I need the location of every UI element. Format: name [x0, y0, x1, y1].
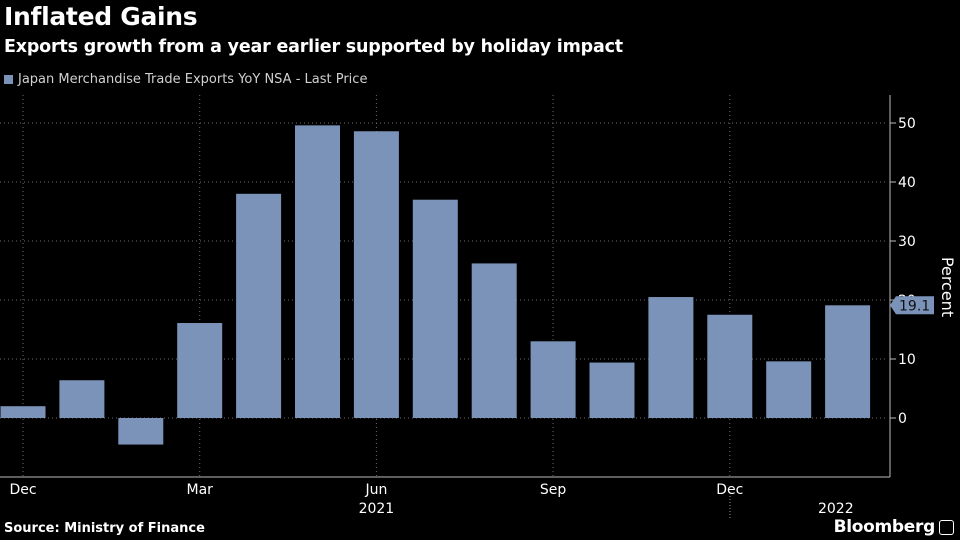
legend-label: Japan Merchandise Trade Exports YoY NSA … [18, 72, 368, 87]
y-tick-label: 50 [898, 116, 916, 132]
source-note: Source: Ministry of Finance [4, 521, 205, 536]
bar-may-2021 [295, 125, 340, 419]
bar-jul-2021 [412, 199, 458, 418]
y-axis-title: Percent [938, 257, 957, 317]
x-tick-label: Mar [186, 482, 213, 498]
x-tick-label: Jun [364, 482, 387, 498]
legend: Japan Merchandise Trade Exports YoY NSA … [4, 72, 367, 87]
bar-nov-2021 [648, 297, 694, 418]
bar-jan-2021 [59, 380, 105, 418]
bar-aug-2021 [471, 263, 517, 418]
x-year-label: 2022 [818, 501, 854, 517]
x-year-label: 2021 [359, 501, 395, 517]
bar-apr-2021 [236, 193, 282, 418]
bloomberg-terminal-icon [939, 519, 954, 535]
chart-title: Inflated Gains [4, 2, 198, 31]
y-tick-label: 0 [898, 411, 907, 427]
bar-mar-2021 [177, 323, 223, 418]
bar-feb-2021 [118, 418, 164, 445]
bar-feb-2022 [825, 305, 871, 418]
x-tick-label: Dec [716, 482, 743, 498]
bar-sep-2021 [530, 341, 576, 418]
last-value-label: 19.1 [899, 298, 930, 314]
last-value-marker [890, 296, 934, 315]
brand-name: Bloomberg [833, 517, 936, 537]
y-tick-label: 10 [898, 352, 916, 368]
bar-dec-2020 [0, 406, 46, 418]
x-tick-label: Dec [9, 482, 36, 498]
brand-logo: Bloomberg [834, 517, 954, 537]
y-tick-label: 40 [898, 175, 916, 191]
x-tick-label: Sep [540, 482, 567, 498]
y-tick-label: 30 [898, 234, 916, 250]
bar-oct-2021 [589, 362, 635, 418]
bar-dec-2021 [707, 314, 753, 418]
legend-swatch [4, 75, 13, 84]
bar-jan-2022 [766, 361, 812, 418]
chart-subtitle: Exports growth from a year earlier suppo… [4, 37, 623, 57]
bar-jun-2021 [353, 131, 399, 418]
